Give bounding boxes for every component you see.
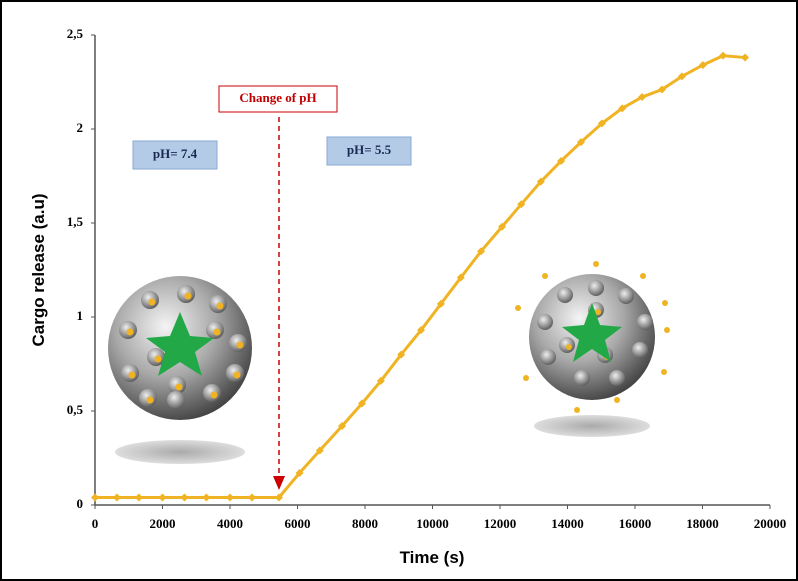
data-point (477, 247, 486, 256)
data-point (597, 119, 606, 128)
x-tick-label: 20000 (754, 516, 787, 531)
annotation: Change of pH (239, 90, 316, 105)
data-point (618, 104, 627, 113)
y-axis-title: Cargo release (a.u) (29, 193, 48, 346)
data-point (436, 299, 445, 308)
x-tick-label: 14000 (551, 516, 584, 531)
loaded-particle (108, 276, 252, 464)
data-point (247, 493, 256, 502)
x-tick-label: 2000 (150, 516, 176, 531)
data-point (557, 156, 566, 165)
data-point (180, 493, 189, 502)
annotation-box (132, 140, 218, 170)
data-point (357, 399, 366, 408)
y-tick-label: 0,5 (67, 402, 84, 417)
annotation: pH= 5.5 (347, 142, 392, 157)
data-point (202, 493, 211, 502)
x-tick-label: 6000 (285, 516, 311, 531)
data-point (517, 200, 526, 209)
data-point (91, 493, 99, 502)
data-point (577, 138, 585, 147)
x-tick-label: 12000 (484, 516, 517, 531)
x-tick-label: 8000 (352, 516, 378, 531)
data-point (158, 493, 167, 502)
y-tick-label: 1,5 (67, 214, 84, 229)
data-point (226, 493, 234, 502)
data-point (376, 376, 385, 385)
data-point (741, 53, 750, 62)
data-point (112, 493, 121, 502)
data-point (315, 446, 324, 455)
data-point (658, 85, 666, 94)
x-tick-label: 4000 (217, 516, 243, 531)
x-tick-label: 0 (92, 516, 99, 531)
x-axis-title: Time (s) (400, 548, 465, 567)
data-point (677, 72, 686, 81)
data-point (498, 222, 507, 231)
data-point (338, 422, 347, 431)
y-tick-label: 2 (77, 120, 84, 135)
y-tick-label: 0 (77, 496, 84, 511)
x-tick-label: 16000 (619, 516, 652, 531)
annotation-box (218, 85, 338, 113)
releasing-particle (515, 261, 670, 437)
annotation: pH= 7.4 (153, 146, 198, 161)
data-point (274, 493, 283, 502)
data-point (295, 469, 304, 478)
data-point (134, 493, 143, 502)
annotation-arrowhead (273, 476, 285, 490)
data-point (397, 350, 406, 359)
data-point (719, 51, 728, 60)
data-point (456, 273, 465, 282)
data-point (698, 61, 707, 70)
data-point (417, 326, 426, 335)
annotation-box (326, 136, 412, 166)
x-tick-label: 10000 (416, 516, 449, 531)
data-point (638, 93, 647, 102)
x-tick-label: 18000 (686, 516, 719, 531)
y-tick-label: 2,5 (67, 26, 84, 41)
data-point (536, 177, 545, 186)
y-tick-label: 1 (77, 308, 84, 323)
